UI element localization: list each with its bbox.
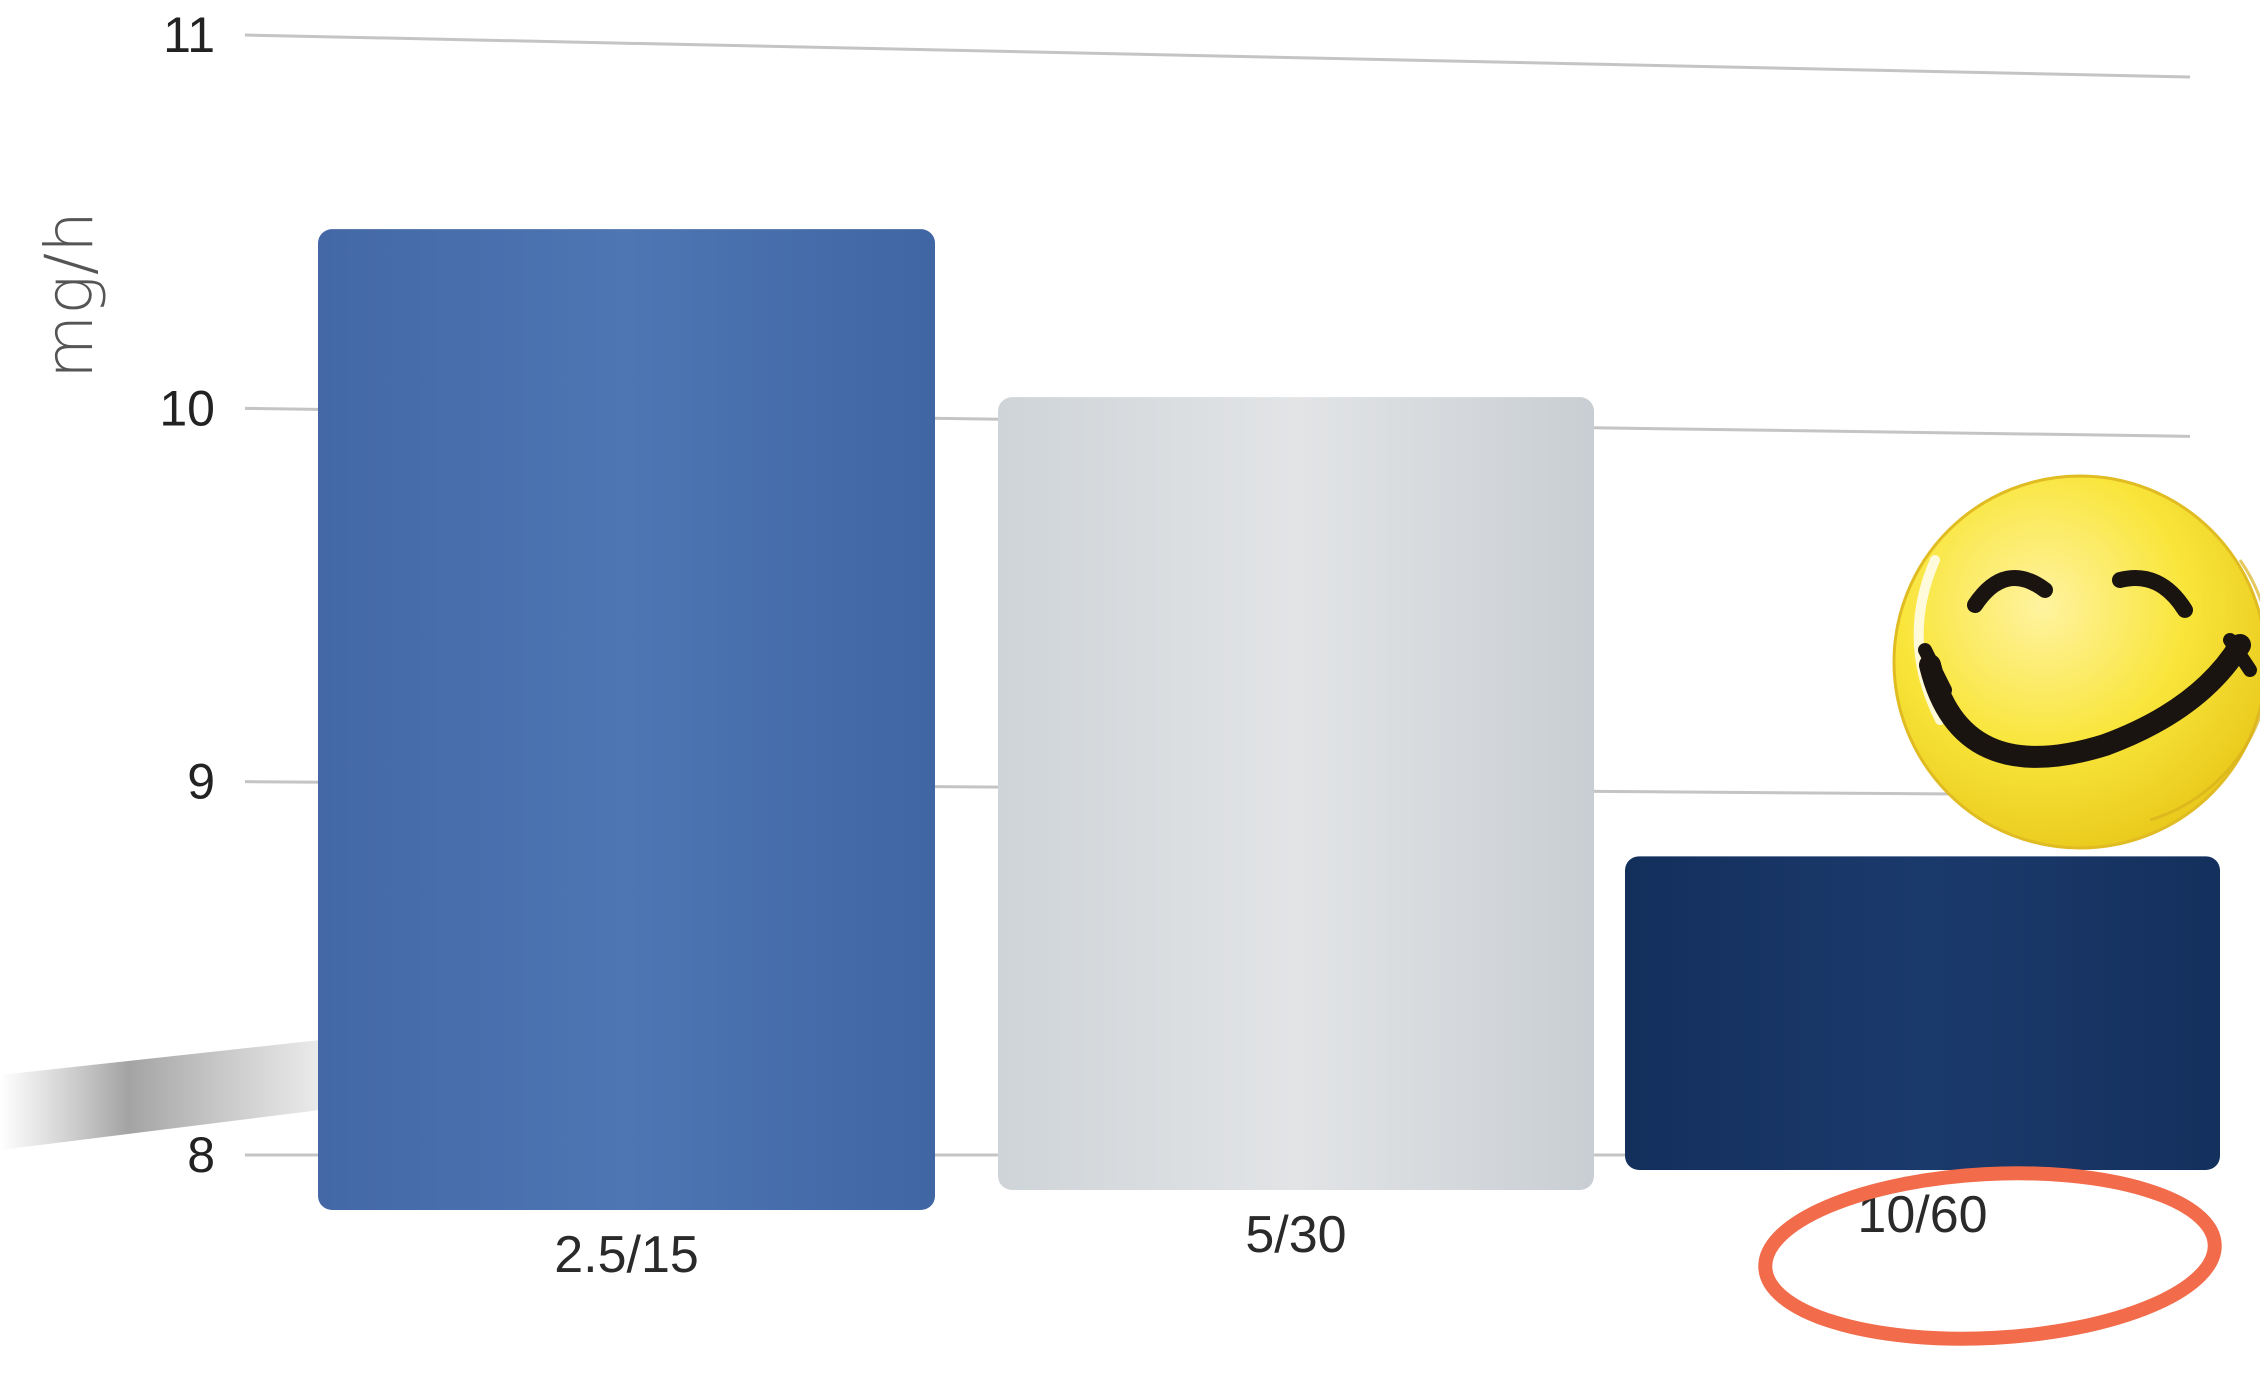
y-tick-label: 11 (163, 7, 215, 63)
y-tick-label: 10 (159, 380, 215, 436)
y-tick-label: 9 (187, 754, 215, 810)
floor-shadow (0, 1040, 320, 1150)
smiley-face-icon (1892, 474, 2260, 850)
highlight-ellipse (1758, 1166, 2222, 1346)
bars (318, 229, 2220, 1211)
bar (318, 229, 935, 1211)
y-axis-ticks: 8 9 10 11 (159, 7, 215, 1183)
y-axis-label: mg/h (31, 211, 108, 379)
x-tick-label: 5/30 (1245, 1206, 1346, 1264)
x-tick-label: 2.5/15 (554, 1226, 699, 1284)
x-axis-labels: 2.5/15 5/30 10/60 (554, 1186, 1987, 1284)
y-tick-label: 8 (187, 1127, 215, 1183)
bar (1625, 856, 2220, 1170)
gridline (244, 33, 2191, 79)
bar (998, 397, 1594, 1191)
